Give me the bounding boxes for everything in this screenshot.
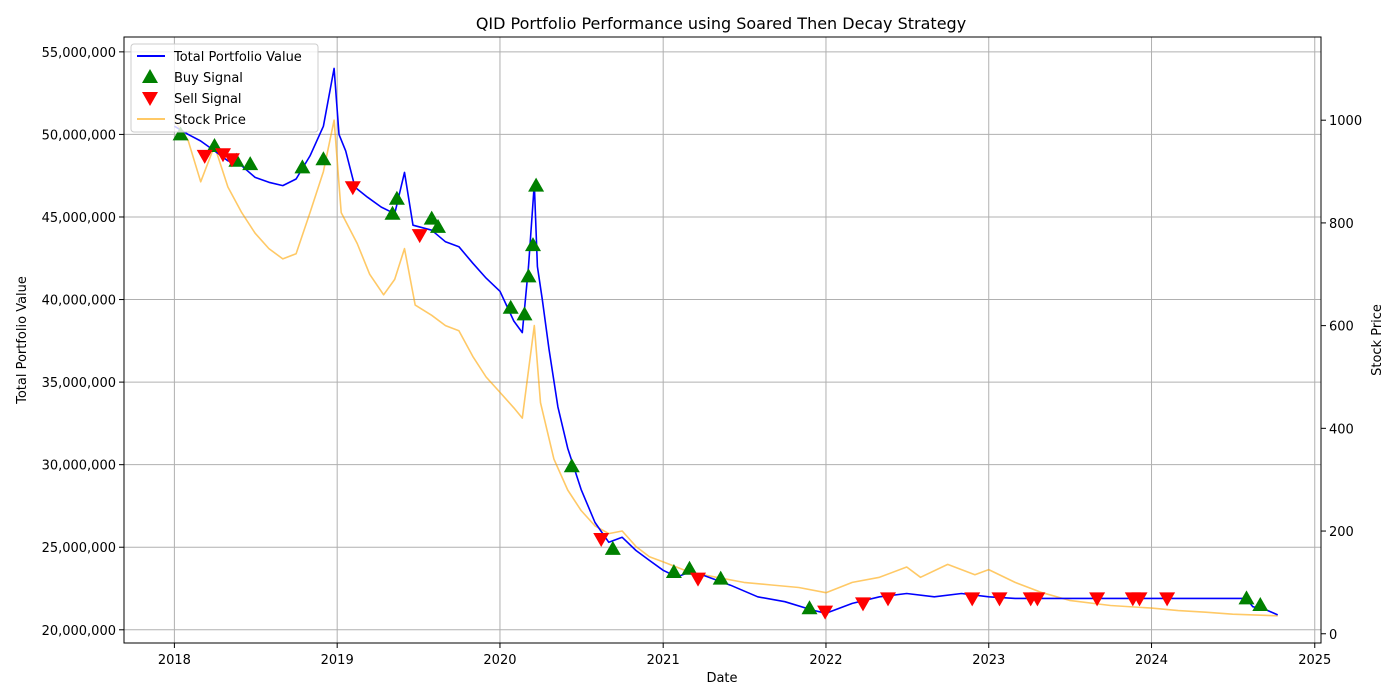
sell-signal-marker bbox=[1029, 592, 1046, 607]
legend-label: Total Portfolio Value bbox=[173, 50, 302, 65]
sell-signal-marker bbox=[1159, 592, 1176, 607]
buy-signal-marker bbox=[294, 159, 311, 174]
sell-signal-marker bbox=[593, 533, 610, 547]
y-right-tick-label: 1000 bbox=[1329, 114, 1362, 129]
x-tick-label: 2024 bbox=[1135, 653, 1168, 668]
buy-signal-marker bbox=[712, 570, 729, 585]
buy-signal-marker bbox=[520, 268, 537, 283]
legend-box bbox=[130, 43, 319, 133]
x-axis-title: Date bbox=[706, 671, 737, 686]
sell-signal-marker bbox=[196, 149, 213, 164]
buy-signal-marker bbox=[172, 126, 189, 141]
legend-buy-swatch bbox=[142, 69, 158, 83]
legend-label: Buy Signal bbox=[174, 71, 243, 86]
plot-frame bbox=[123, 36, 1322, 644]
y-axis-left: 20,000,000 25,000,000 30,000,000 35,000,000… bbox=[42, 46, 124, 639]
y-left-tick-label: 45,000,000 bbox=[42, 211, 116, 226]
x-tick-label: 2019 bbox=[321, 653, 354, 668]
sell-signal-marker bbox=[991, 592, 1008, 607]
buy-signal-marker bbox=[1238, 590, 1255, 605]
buy-signal-marker bbox=[430, 218, 446, 233]
sell-signal-marker bbox=[1131, 592, 1148, 607]
x-tick-label: 2020 bbox=[483, 653, 516, 668]
sell-signal-marker bbox=[964, 592, 981, 607]
buy-signal-marker bbox=[801, 600, 818, 615]
sell-signal-marker bbox=[880, 592, 896, 607]
buy-signal-marker bbox=[681, 560, 698, 575]
y-left-tick-label: 35,000,000 bbox=[42, 376, 116, 391]
y-right-tick-label: 0 bbox=[1329, 628, 1337, 643]
y-axis-left-title: Total Portfolio Value bbox=[15, 276, 30, 405]
sell-signal-marker bbox=[215, 148, 231, 163]
x-tick-label: 2022 bbox=[809, 653, 842, 668]
legend-label: Stock Price bbox=[174, 113, 246, 128]
buy-signal-marker bbox=[242, 156, 259, 171]
buy-signal-marker bbox=[528, 177, 545, 192]
y-left-tick-label: 40,000,000 bbox=[42, 294, 116, 309]
legend: Total Portfolio Value Buy Signal Sell Sign… bbox=[130, 43, 319, 133]
legend-sell-swatch bbox=[142, 92, 158, 106]
x-tick-label: 2023 bbox=[972, 653, 1005, 668]
sell-signal-marker bbox=[411, 229, 428, 244]
y-left-tick-label: 25,000,000 bbox=[42, 541, 116, 556]
buy-signal-marker bbox=[502, 299, 519, 314]
buy-signal-marker bbox=[384, 205, 401, 220]
x-tick-label: 2021 bbox=[647, 653, 680, 668]
y-left-tick-label: 50,000,000 bbox=[42, 128, 116, 143]
x-tick-label: 2025 bbox=[1298, 653, 1331, 668]
chart-title: QID Portfolio Performance using Soared T… bbox=[476, 14, 966, 33]
y-axis-right-title: Stock Price bbox=[1370, 304, 1385, 376]
buy-signal-marker bbox=[1252, 597, 1269, 611]
y-right-tick-label: 800 bbox=[1329, 217, 1354, 232]
x-axis: 2018 2019 2020 2021 2022 2023 2024 2025 bbox=[158, 643, 1331, 668]
grid bbox=[124, 37, 1321, 643]
buy-signal-marker bbox=[315, 151, 332, 166]
buy-signal-marker bbox=[388, 190, 405, 205]
y-left-tick-label: 55,000,000 bbox=[42, 46, 116, 61]
sell-signal-marker bbox=[223, 153, 240, 168]
sell-signal-marker bbox=[344, 181, 361, 196]
x-tick-label: 2018 bbox=[158, 653, 191, 668]
y-left-tick-label: 20,000,000 bbox=[42, 624, 116, 639]
buy-signal-marker bbox=[423, 210, 440, 225]
y-right-tick-label: 400 bbox=[1329, 422, 1354, 437]
y-right-tick-label: 600 bbox=[1329, 320, 1354, 335]
stock-price-line bbox=[173, 119, 1278, 617]
buy-signal-marker bbox=[563, 458, 580, 473]
sell-signal-marker bbox=[690, 572, 706, 587]
sell-signal-series bbox=[196, 148, 1176, 620]
sell-signal-marker bbox=[1089, 592, 1106, 607]
legend-label: Sell Signal bbox=[174, 92, 242, 107]
buy-signal-marker bbox=[516, 306, 533, 321]
buy-signal-marker bbox=[604, 540, 621, 555]
y-left-tick-label: 30,000,000 bbox=[42, 459, 116, 474]
y-axis-right: 0 200 400 600 800 1000 bbox=[1321, 114, 1362, 643]
stock-price-series bbox=[173, 119, 1278, 617]
sell-signal-marker bbox=[855, 597, 871, 612]
y-right-tick-label: 200 bbox=[1329, 525, 1354, 540]
buy-signal-marker bbox=[665, 564, 682, 578]
sell-signal-marker bbox=[817, 605, 834, 620]
buy-signal-marker bbox=[525, 237, 541, 252]
